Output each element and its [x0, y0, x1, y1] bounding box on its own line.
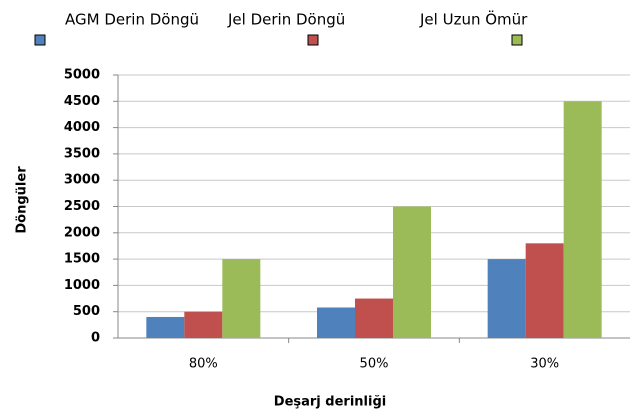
bar	[393, 206, 431, 338]
bar	[146, 316, 185, 338]
y-tick-label: 2000	[64, 225, 100, 240]
x-tick-label: 80%	[189, 357, 218, 372]
legend-marker	[307, 34, 319, 46]
bar	[317, 307, 355, 338]
y-tick-label: 0	[91, 331, 100, 346]
legend-marker	[511, 34, 523, 46]
legend-label: Jel Derin Döngü	[227, 11, 345, 29]
bar	[222, 259, 261, 338]
bar	[184, 311, 223, 338]
bar	[563, 101, 602, 338]
y-tick-label: 500	[73, 304, 100, 319]
x-tick-label: 30%	[530, 357, 559, 372]
bar	[355, 298, 393, 338]
y-tick-label: 3000	[64, 173, 100, 188]
y-tick-label: 4000	[64, 120, 100, 135]
y-tick-label: 4500	[64, 94, 100, 109]
y-tick-label: 2500	[64, 199, 100, 214]
y-tick-label: 1000	[64, 278, 100, 293]
y-tick-label: 1500	[64, 252, 100, 267]
x-tick-label: 50%	[360, 357, 389, 372]
y-axis-label: Döngüler	[15, 166, 30, 234]
legend-label: Jel Uzun Ömür	[419, 10, 528, 29]
y-tick-label: 5000	[64, 68, 100, 83]
x-axis-label: Deşarj derinliği	[274, 395, 386, 410]
legend-marker	[34, 34, 46, 46]
legend-label: AGM Derin Döngü	[65, 11, 199, 29]
y-tick-label: 3500	[64, 146, 100, 161]
bar	[525, 243, 564, 338]
bar	[487, 259, 526, 338]
